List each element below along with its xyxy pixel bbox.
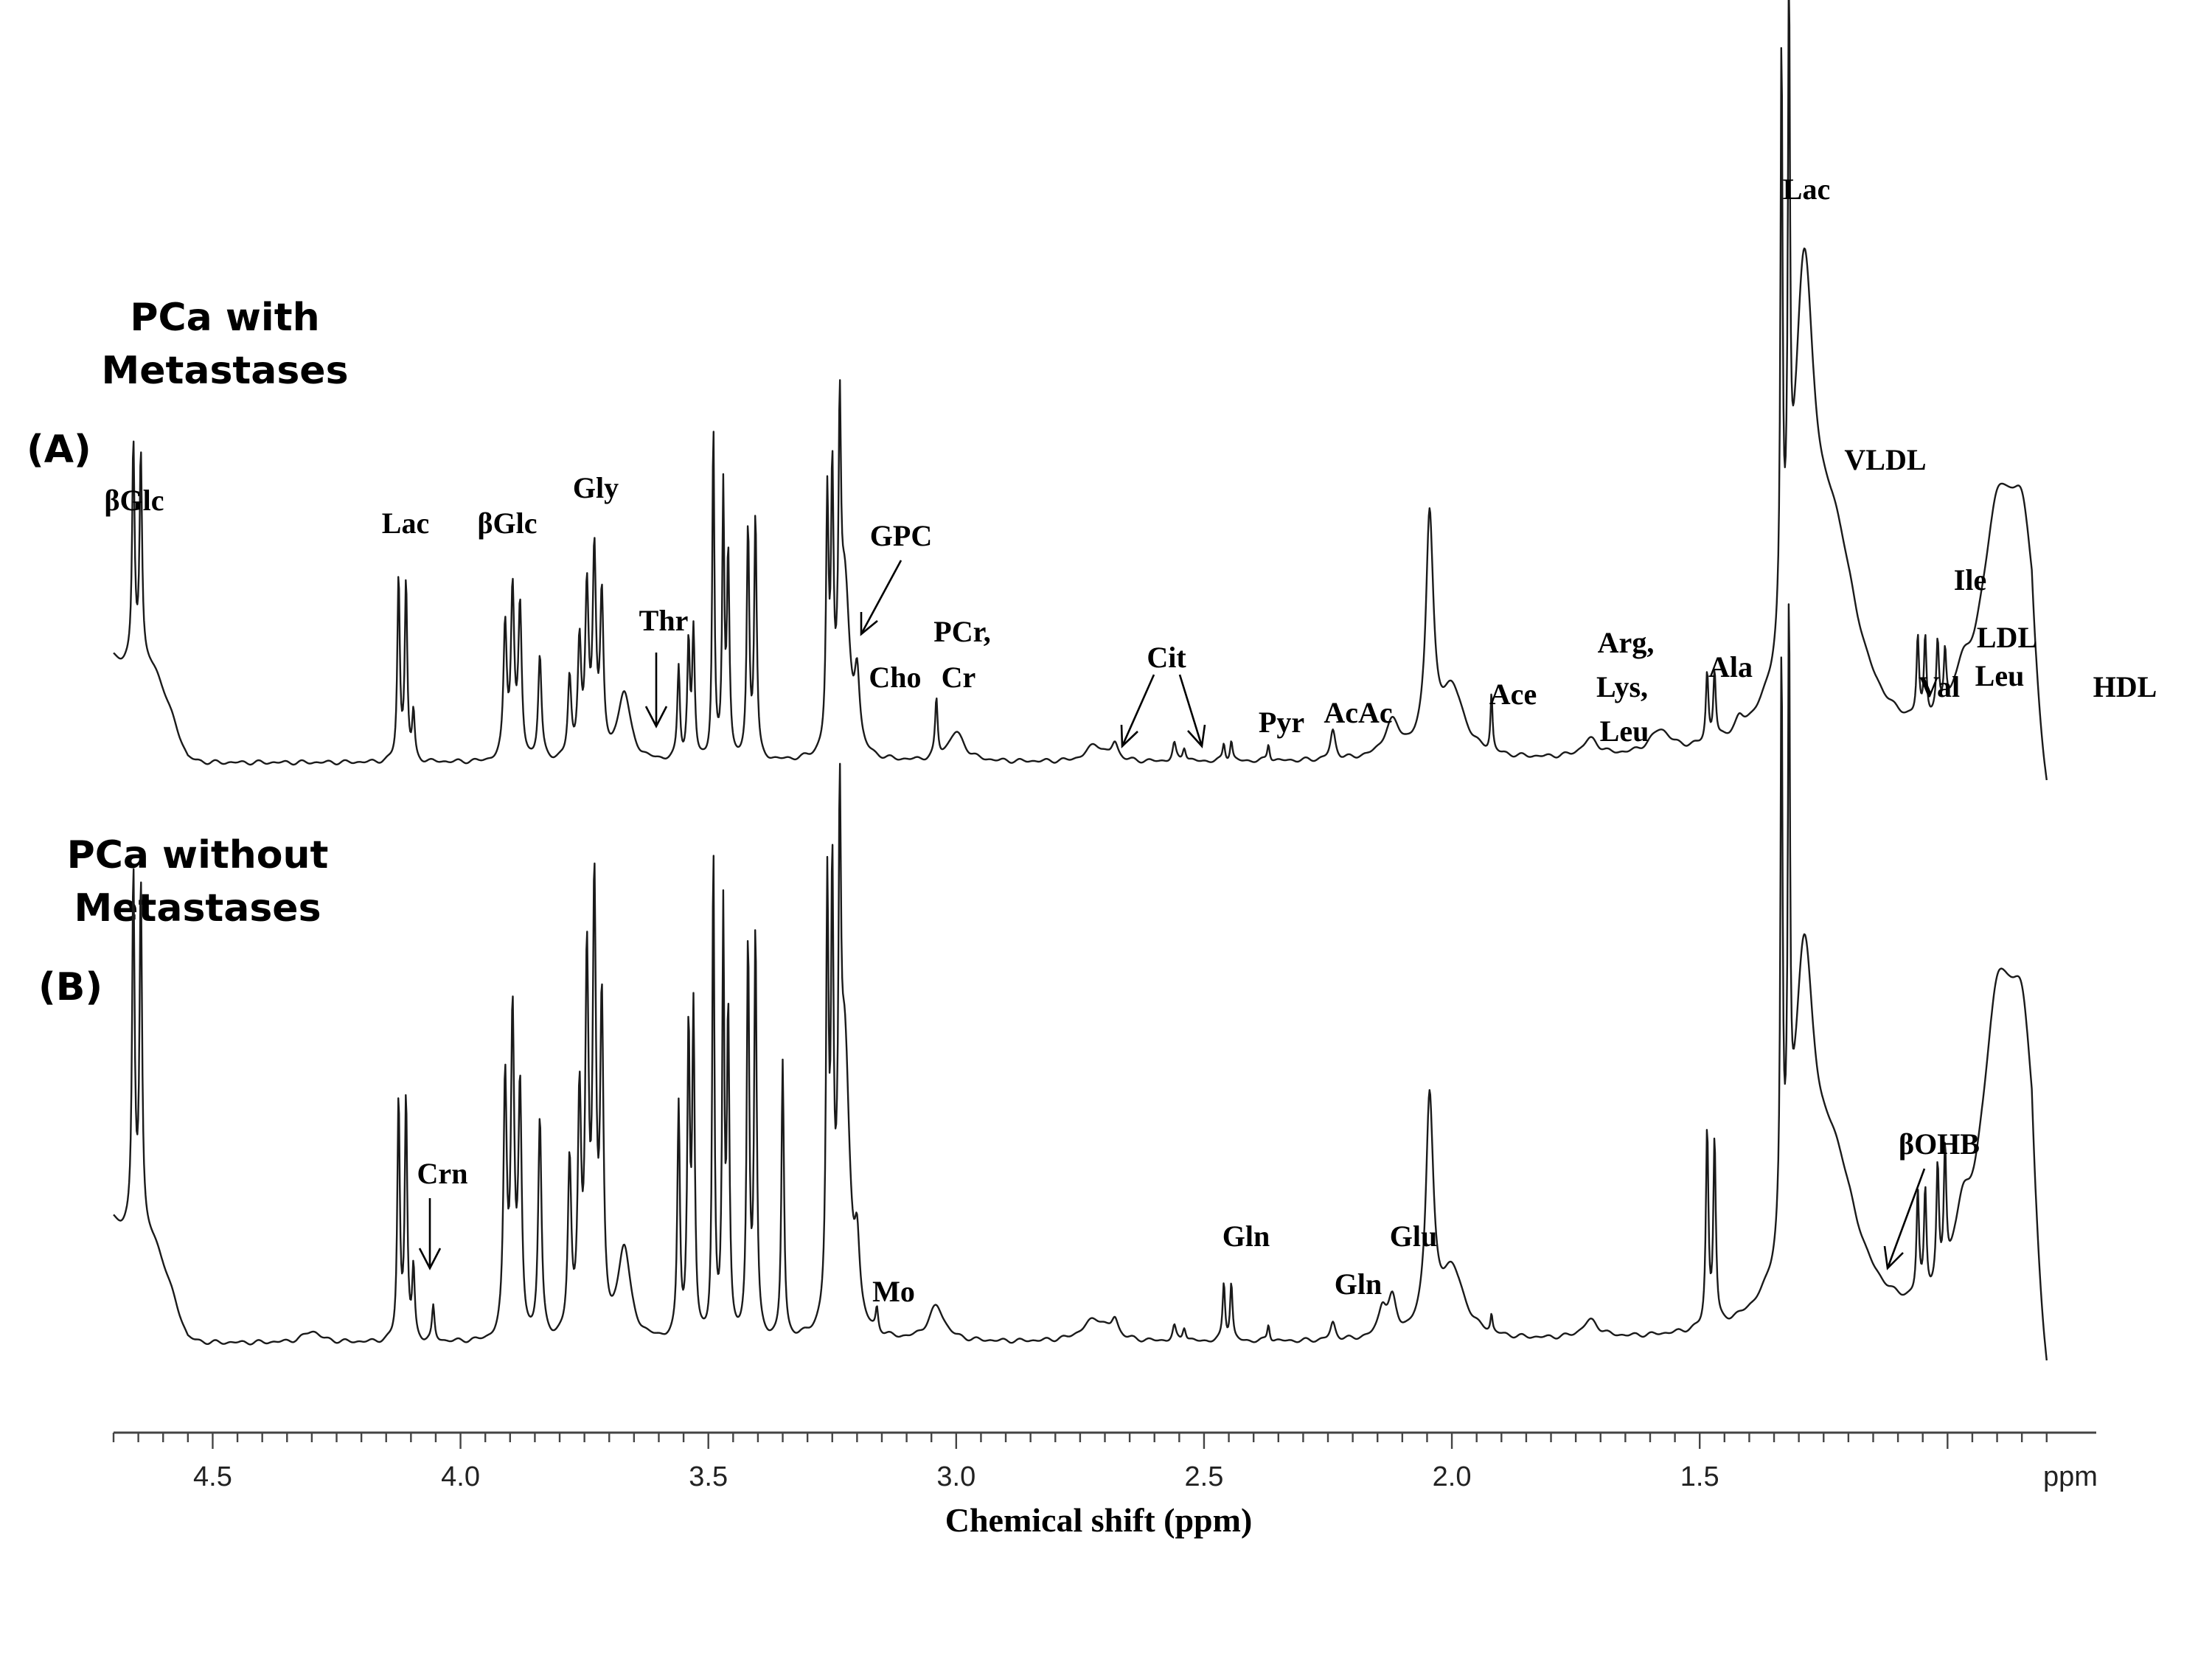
panel-b-title-line2: Metastases: [74, 886, 321, 931]
arrow-thr-head: [644, 706, 668, 728]
x-axis-tick-label: 4.5: [193, 1461, 232, 1492]
x-axis-tick-label: 1.5: [1680, 1461, 1719, 1492]
panel-a-title-line1: PCa with: [130, 296, 319, 340]
label-cr: Cr: [942, 661, 976, 694]
label-gln-b2: Gln: [1335, 1267, 1382, 1301]
arrow-bohb-head: [1883, 1245, 1904, 1270]
label-arrows: [418, 560, 1926, 1270]
label-hdl: HDL: [2093, 670, 2157, 703]
label-pcr: PCr,: [933, 615, 990, 648]
label-ile: Ile: [1954, 563, 1986, 597]
arrow-gpc: [860, 560, 902, 635]
label-lys: Lys,: [1596, 670, 1648, 703]
panel-a-title-line2: Metastases: [101, 349, 348, 393]
arrow-bohb: [1886, 1168, 1926, 1269]
arrow-cit-right-head: [1187, 724, 1206, 748]
label-ace: Ace: [1489, 678, 1537, 711]
label-bohb: βOHB: [1899, 1127, 1980, 1161]
spectrum-trace-b: [113, 603, 2048, 1361]
label-thr: Thr: [639, 604, 689, 637]
panel-a-letter: (A): [27, 428, 91, 472]
label-val: Val: [1919, 670, 1960, 703]
label-bglc-a1: βGlc: [104, 484, 164, 517]
label-crn: Crn: [417, 1157, 468, 1190]
label-ala: Ala: [1708, 650, 1753, 684]
x-axis-tick-label: 2.5: [1185, 1461, 1224, 1492]
label-cho: Cho: [869, 661, 921, 694]
label-lac-a2: Lac: [1783, 173, 1830, 206]
x-axis-tick-label: 3.0: [936, 1461, 975, 1492]
label-arg: Arg,: [1598, 626, 1655, 659]
spectrum-trace-a: [113, 0, 2048, 781]
label-glu: Glu: [1390, 1220, 1437, 1253]
label-mo: Mo: [872, 1275, 915, 1308]
label-lac-a1: Lac: [382, 507, 429, 540]
panel-b-title-line1: PCa without: [67, 833, 329, 877]
x-axis-title: Chemical shift (ppm): [945, 1501, 1253, 1539]
label-bglc-a2: βGlc: [477, 507, 537, 540]
label-vldl: VLDL: [1844, 443, 1926, 476]
label-leu-a2: Leu: [1975, 659, 2025, 692]
x-axis-ticks: 4.5 4.0 3.5 3.0 2.5 2.0 1.5: [112, 1433, 2048, 1492]
arrow-crn-head: [418, 1248, 442, 1270]
label-cit: Cit: [1147, 641, 1186, 674]
x-axis-unit-label: ppm: [2043, 1461, 2098, 1492]
label-gpc: GPC: [870, 519, 932, 552]
arrow-cit-left: [1121, 674, 1155, 747]
panel-b-letter: (B): [38, 965, 102, 1009]
x-axis-tick-label: 3.5: [689, 1461, 728, 1492]
arrow-gpc-head: [860, 612, 878, 636]
label-ldl: LDL: [1977, 621, 2037, 654]
x-axis-tick-label: 2.0: [1433, 1461, 1472, 1492]
label-acac: AcAc: [1324, 696, 1392, 729]
arrow-cit-right: [1178, 674, 1203, 747]
label-pyr: Pyr: [1259, 706, 1304, 739]
label-leu-a1: Leu: [1600, 714, 1649, 748]
peak-labels: βGlc Lac βGlc Gly Thr GPC Cho PCr, Cr Ci…: [104, 173, 2157, 1308]
arrow-cit-left-head: [1120, 724, 1138, 748]
x-axis-tick-label: 4.0: [441, 1461, 480, 1492]
label-gly: Gly: [573, 471, 619, 504]
label-gln-b1: Gln: [1222, 1220, 1270, 1253]
